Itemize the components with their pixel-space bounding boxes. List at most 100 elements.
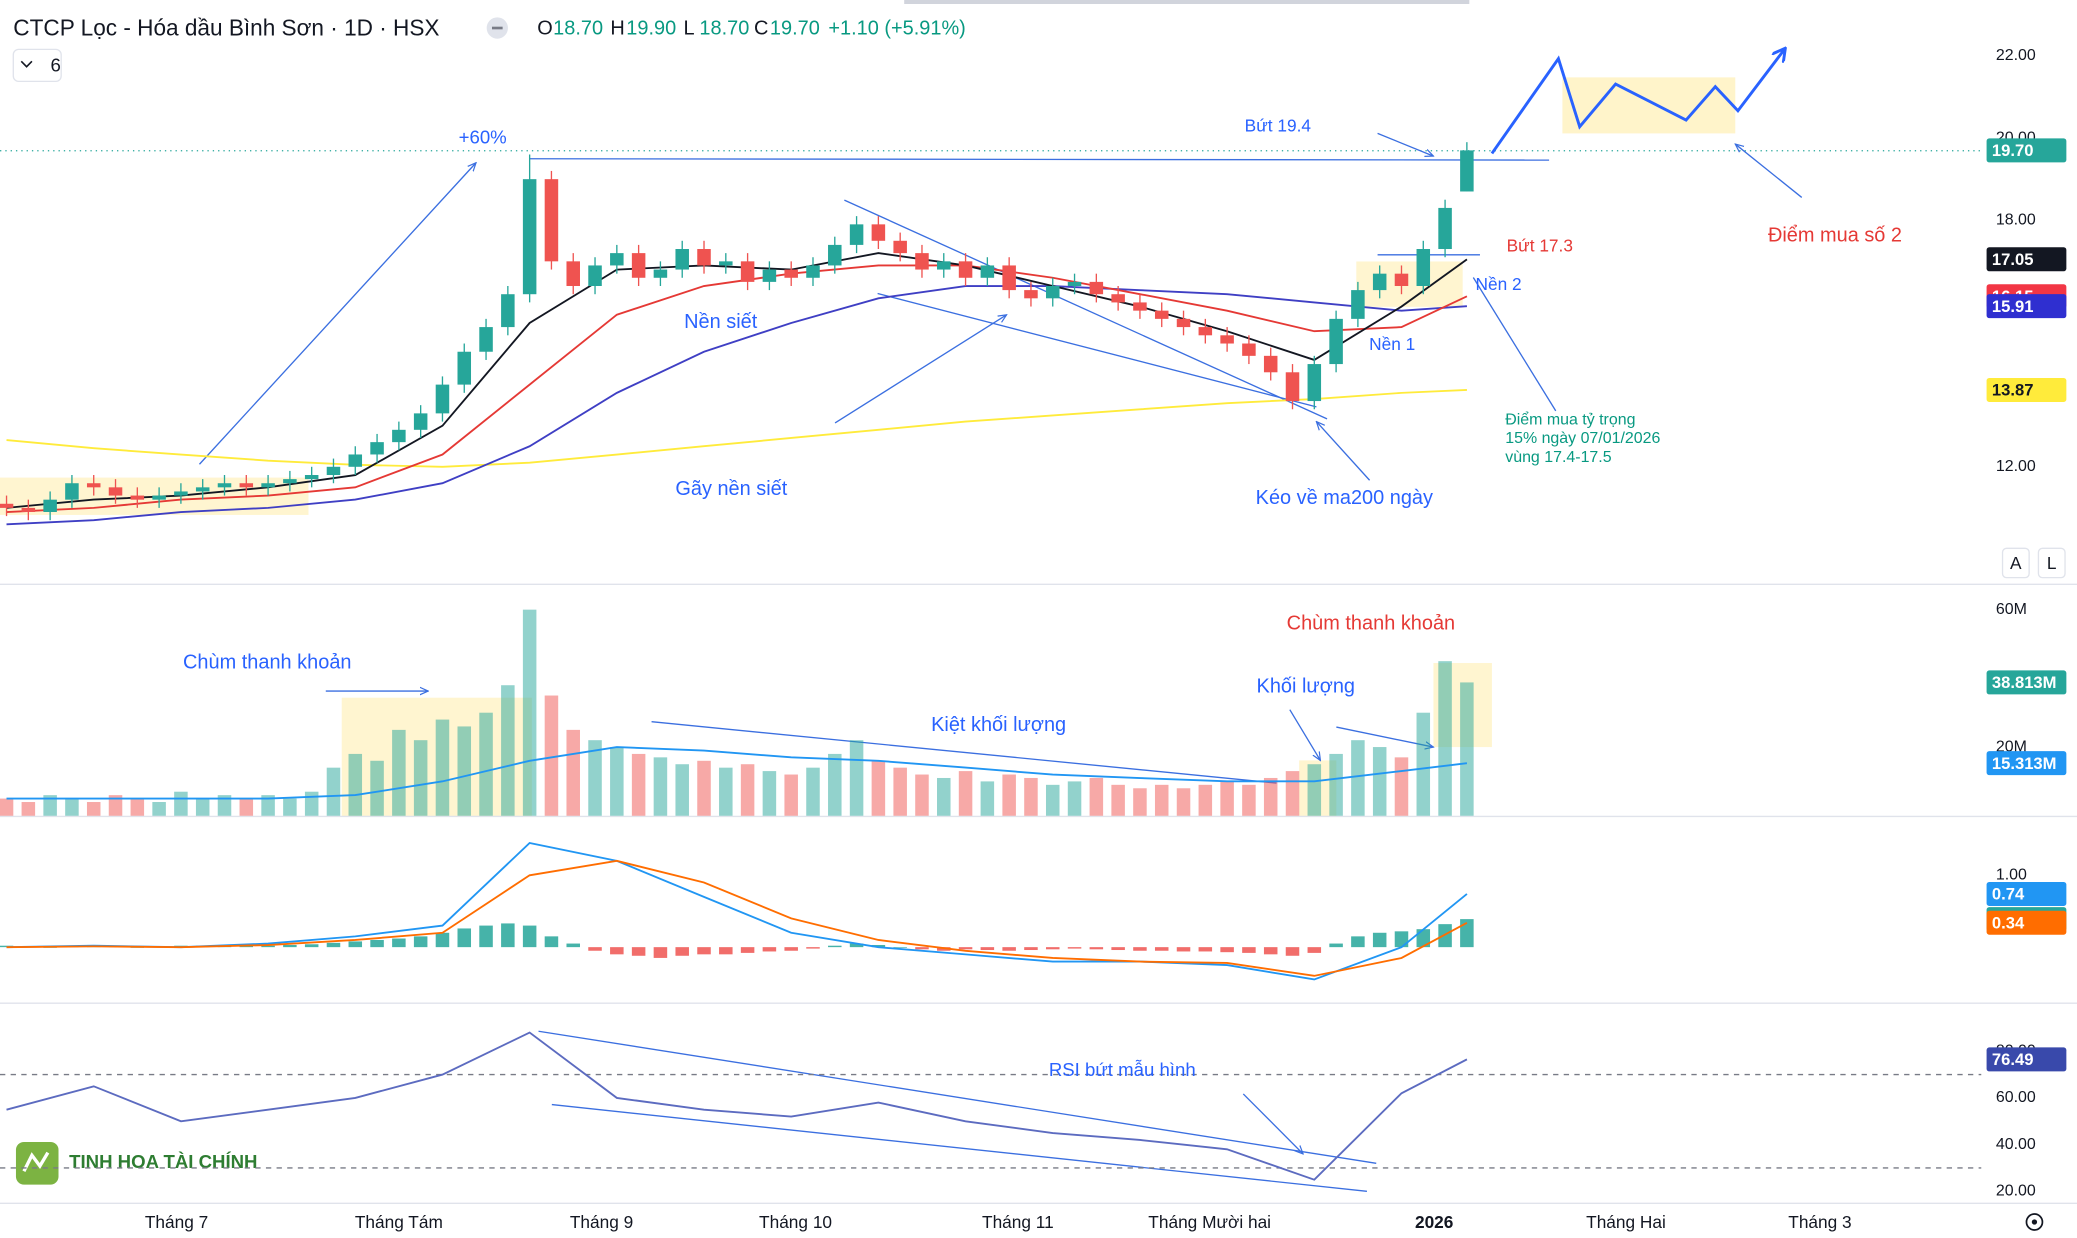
volume-bar	[65, 798, 79, 816]
macd-histogram	[544, 936, 559, 948]
x-tick-label: Tháng 7	[145, 1212, 208, 1232]
price-tag-label: 0.34	[1992, 913, 2025, 932]
volume-bar	[740, 764, 755, 816]
candle-body	[1045, 285, 1060, 299]
macd-histogram	[392, 938, 406, 948]
price-tag-label: 17.05	[1992, 250, 2034, 269]
macd-histogram	[1067, 947, 1082, 949]
macd-histogram	[784, 947, 798, 951]
macd-histogram	[697, 947, 711, 955]
macd-histogram	[1111, 947, 1125, 951]
macd-histogram	[719, 947, 733, 955]
price-tag	[1986, 138, 2067, 163]
candle-body	[1416, 249, 1431, 286]
volume-bar	[653, 757, 668, 816]
price-tag	[1986, 751, 2067, 776]
candle-body	[937, 261, 951, 270]
volume-bar	[631, 753, 646, 816]
price-tag	[1986, 377, 2067, 402]
y-tick-label: 18.00	[1996, 211, 2036, 228]
macd-histogram	[1372, 932, 1387, 948]
volume-bar	[43, 795, 57, 816]
x-tick-label: 2026	[1415, 1212, 1453, 1232]
volume-bar	[1045, 784, 1060, 816]
price-tag-label: 76.49	[1992, 1050, 2034, 1069]
auto-button[interactable]: A	[2010, 553, 2022, 573]
price-tag	[1986, 294, 2067, 319]
macd-histogram	[1242, 947, 1256, 953]
indicator-line	[6, 285, 1467, 526]
macd-histogram	[915, 947, 929, 950]
volume-bar	[697, 760, 711, 816]
annotation: Điểm mua tỷ trọng	[1505, 410, 1635, 428]
candle-body	[413, 413, 428, 430]
indicator-line	[6, 1031, 1468, 1181]
macd-histogram	[326, 942, 341, 948]
annotation: Bứt 17.3	[1507, 235, 1573, 255]
candle-body	[1220, 335, 1234, 344]
macd-histogram	[1460, 919, 1474, 948]
candle-body	[457, 351, 472, 385]
volume-bar	[1372, 747, 1387, 816]
macd-histogram	[1176, 947, 1191, 952]
candle-body	[1460, 150, 1474, 192]
ohlc-key: O	[537, 18, 553, 40]
price-tag-label: 15.313M	[1992, 754, 2057, 773]
x-tick-label: Tháng 10	[759, 1212, 832, 1232]
indicator-count[interactable]: 6	[51, 55, 61, 76]
y-tick-label: 60.00	[1996, 1089, 2036, 1106]
ohlc-key: L	[683, 18, 694, 40]
volume-bar	[239, 798, 254, 816]
volume-bar	[195, 798, 210, 816]
candle-body	[65, 483, 79, 500]
annotation: 15% ngày 07/01/2026	[1505, 430, 1660, 447]
candle-body	[828, 244, 842, 266]
candle-body	[239, 483, 254, 488]
y-tick-label: 1.00	[1996, 866, 2027, 883]
volume-bar	[86, 802, 101, 816]
volume-bar	[1198, 784, 1213, 816]
macd-histogram	[501, 923, 515, 948]
indicator-line	[6, 252, 1468, 509]
volume-bar	[174, 791, 188, 816]
annotation: Gãy nền siết	[675, 478, 787, 500]
macd-histogram	[653, 947, 668, 958]
x-tick-label: Tháng Tám	[355, 1212, 443, 1232]
candle-body	[610, 253, 624, 266]
macd-histogram	[588, 947, 602, 951]
candle-body	[915, 253, 929, 270]
candle-body	[871, 224, 886, 241]
candle-body	[1438, 207, 1452, 250]
volume-bar	[784, 774, 798, 816]
annotation: Bứt 19.4	[1245, 115, 1312, 135]
volume-bar	[457, 726, 472, 816]
macd-histogram	[828, 945, 842, 948]
candle-body	[1394, 273, 1409, 286]
macd-histogram	[980, 947, 995, 951]
price-tag-label: 38.813M	[1992, 673, 2057, 692]
annotation: Chùm thanh khoản	[1287, 613, 1455, 635]
macd-histogram	[1154, 947, 1169, 951]
candle-body	[174, 491, 188, 496]
price-tag	[1986, 881, 2067, 906]
volume-bar	[1242, 784, 1256, 816]
annotation: Nền 2	[1476, 274, 1522, 294]
volume-bar	[130, 798, 145, 816]
candle-body	[86, 483, 101, 488]
macd-histogram	[1220, 947, 1234, 953]
log-button[interactable]: L	[2047, 553, 2057, 573]
candle-body	[1002, 265, 1016, 291]
volume-bar	[958, 771, 973, 816]
annotation: Điểm mua số 2	[1768, 224, 1902, 246]
macd-histogram	[304, 944, 319, 948]
candle-body	[152, 495, 166, 500]
macd-histogram	[1351, 936, 1365, 948]
price-tag-label: 0.74	[1992, 885, 2025, 904]
macd-histogram	[631, 947, 646, 956]
macd-histogram	[849, 943, 864, 948]
volume-bar	[0, 798, 14, 816]
macd-histogram	[893, 947, 907, 948]
price-tag	[1986, 670, 2067, 695]
volume-bar	[1307, 764, 1322, 816]
candle-body	[653, 269, 668, 278]
